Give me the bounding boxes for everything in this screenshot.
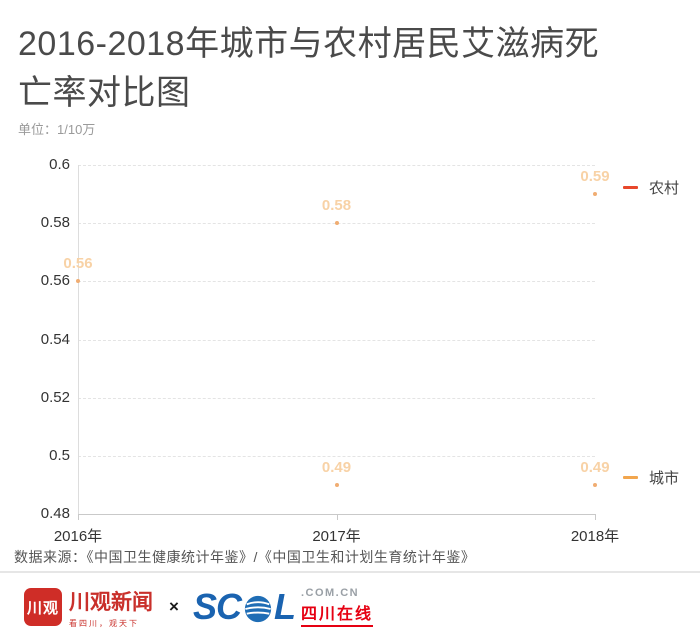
chuanguan-badge-text: 川观 (26, 599, 59, 617)
y-gridline (78, 397, 595, 399)
data-point-label: 0.56 (63, 255, 93, 273)
y-axis-tick-label: 0.6 (49, 156, 70, 173)
chuanguan-wordmark: 川观新闻 看四川，观天下 (69, 586, 153, 629)
y-axis-tick-label: 0.52 (40, 388, 70, 406)
y-axis-tick-label: 0.56 (40, 272, 70, 290)
scol-letters-sc: SC (192, 586, 242, 627)
scol-logo: SC L .COM.CN 四川在线 (193, 587, 373, 627)
data-point (76, 279, 80, 284)
data-point-label: 0.59 (580, 168, 610, 186)
y-axis-tick-label: 0.48 (40, 505, 70, 522)
data-point-label: 0.58 (321, 197, 352, 215)
x-axis-tick-label: 2016年 (53, 528, 103, 545)
chuanguan-logo-badge: 川观 (24, 588, 62, 626)
scol-site-name: 四川在线 (300, 600, 373, 627)
data-point (334, 221, 339, 226)
unit-label: 单位：1/10万 (18, 122, 96, 137)
footer-divider (0, 571, 700, 573)
scol-domain-text: .COM.CN (300, 587, 360, 599)
line-chart: 0.48 0.5 0.52 0.54 0.56 0.58 0.6 2016年 2017年 2018… (0, 150, 700, 550)
legend-label: 城市 (649, 470, 680, 488)
data-point-label: 0.49 (321, 458, 352, 476)
logo-separator: × (169, 597, 179, 616)
chuanguan-name: 川观新闻 (69, 589, 153, 614)
scol-domain-block: .COM.CN 四川在线 (300, 587, 373, 627)
scol-wordmark: SC L (192, 586, 296, 627)
x-axis-tick-label: 2017年 (312, 528, 361, 545)
x-axis-tick (78, 514, 79, 520)
data-point (593, 482, 597, 487)
legend-item: 农村 (623, 178, 680, 197)
y-gridline (78, 455, 595, 457)
legend-label: 农村 (649, 179, 680, 197)
data-source: 数据来源：《中国卫生健康统计年鉴》/《中国卫生和计划生育统计年鉴》 (14, 549, 476, 565)
page-title: 2016-2018年城市与农村居民艾滋病死亡率对比图 (18, 25, 600, 112)
scol-letter-l: L (273, 586, 296, 627)
y-gridline (78, 165, 595, 166)
data-point (334, 482, 339, 487)
legend-dash-icon (623, 185, 638, 189)
y-gridline (78, 339, 595, 341)
x-axis-tick-label: 2018年 (570, 528, 620, 545)
y-axis-tick-label: 0.58 (40, 214, 70, 232)
chuanguan-slogan: 看四川，观天下 (69, 618, 139, 628)
globe-icon (243, 594, 273, 624)
legend-item: 城市 (623, 469, 679, 487)
y-axis-tick-label: 0.54 (40, 330, 70, 348)
y-axis-tick-label: 0.5 (49, 446, 70, 464)
data-point (593, 192, 597, 197)
footer-logos: 川观 川观新闻 看四川，观天下 × SC L .COM (24, 584, 373, 630)
data-point-label: 0.49 (580, 458, 610, 476)
legend-dash-icon (623, 476, 638, 480)
y-gridline (78, 281, 595, 283)
x-axis-tick (595, 514, 596, 520)
y-axis-line (78, 165, 79, 514)
x-axis-tick (336, 514, 338, 520)
